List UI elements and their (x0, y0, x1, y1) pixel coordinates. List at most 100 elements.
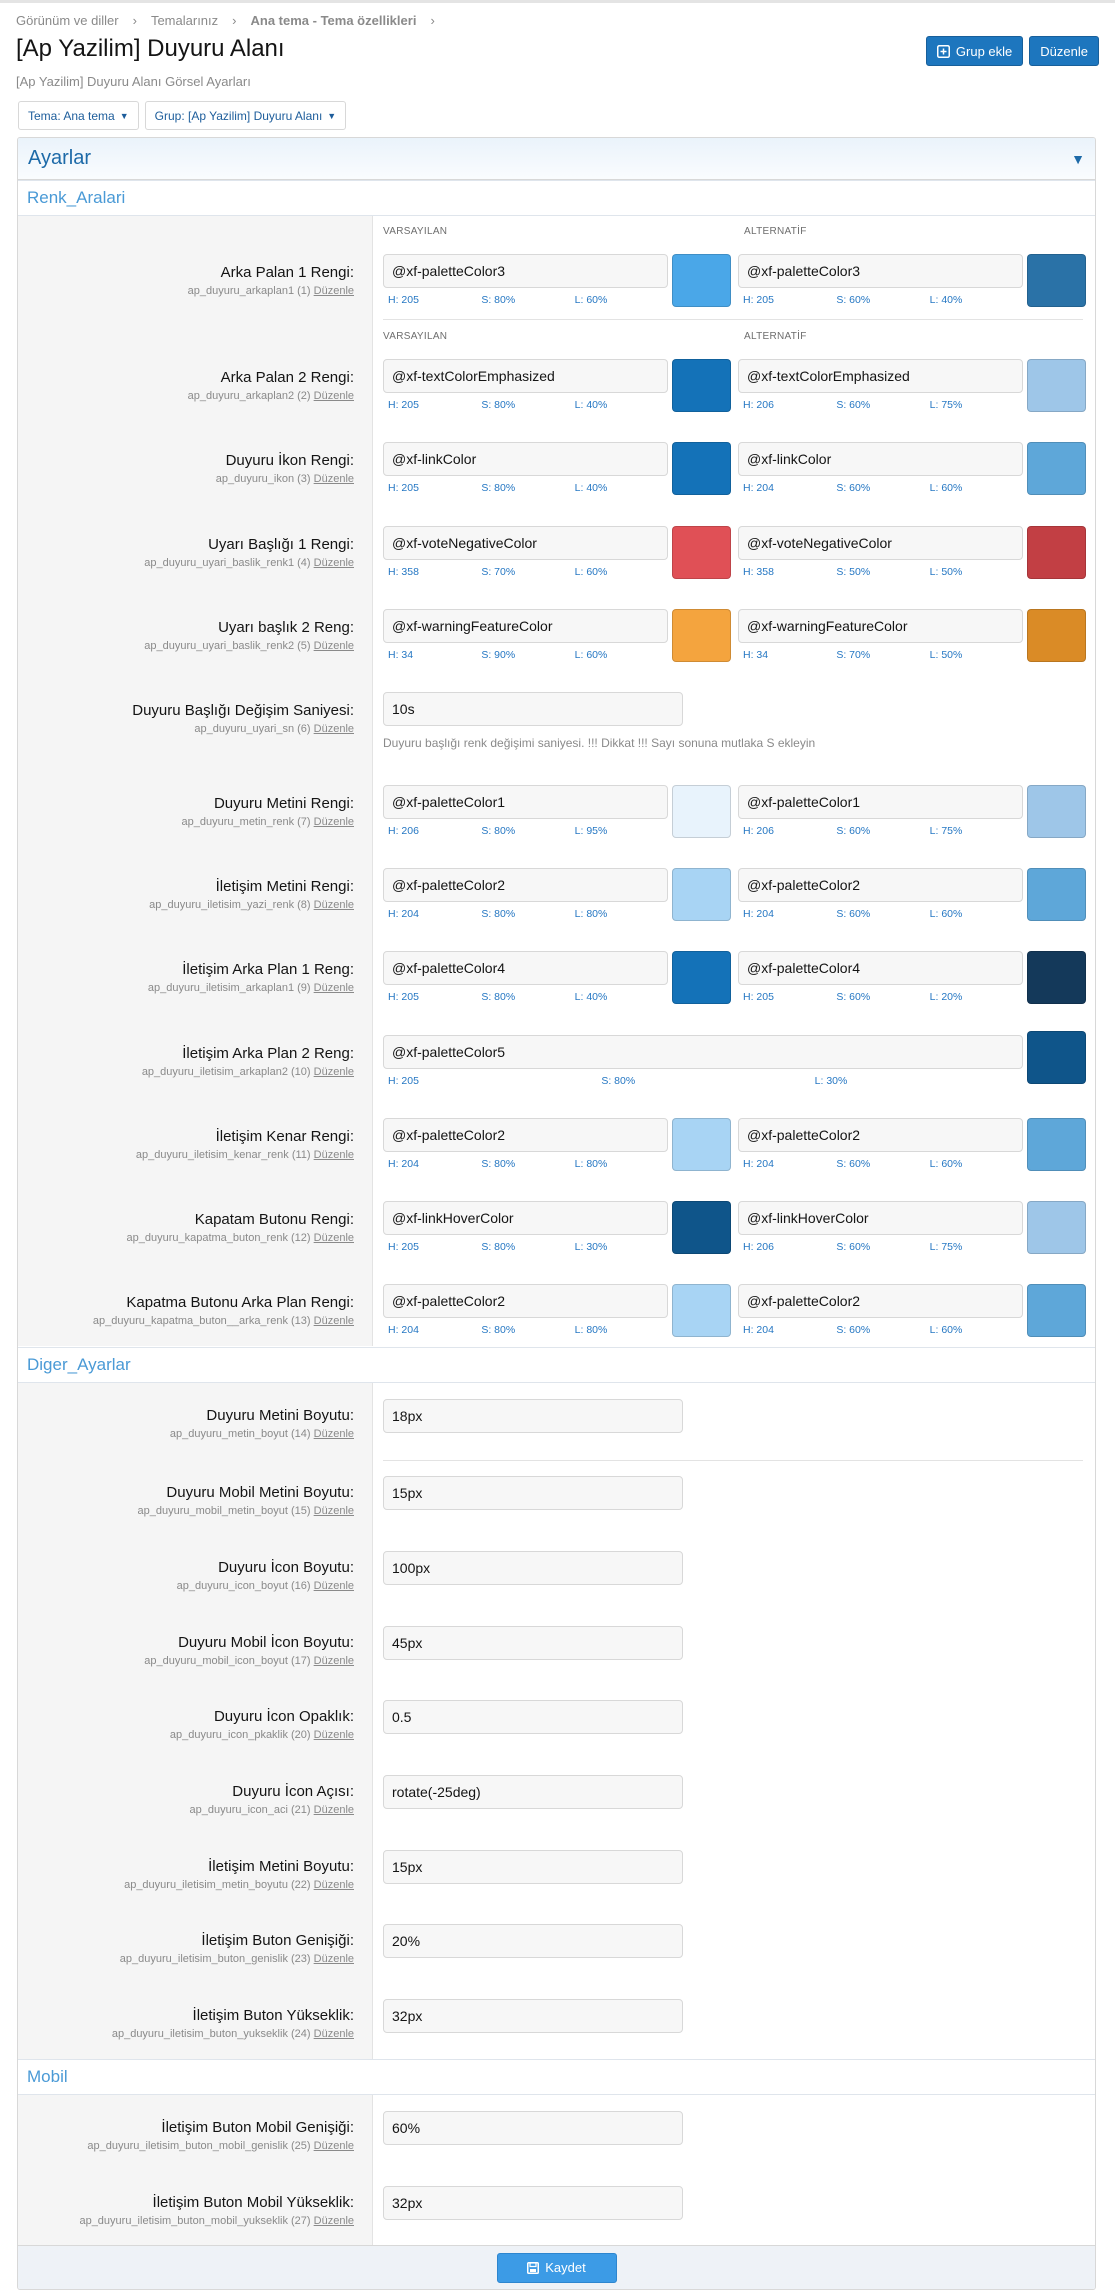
color-swatch-default[interactable] (672, 1284, 731, 1337)
edit-link[interactable]: Düzenle (313, 1428, 354, 1440)
color-input-default[interactable]: @xf-paletteColor2 (383, 868, 668, 902)
color-input-default[interactable]: @xf-paletteColor1 (383, 785, 668, 819)
edit-link[interactable]: Düzenle (313, 1804, 354, 1816)
color-input-alternate[interactable]: @xf-textColorEmphasized (738, 359, 1023, 393)
text-input[interactable]: 10s (383, 692, 683, 726)
text-input[interactable]: 60% (383, 2111, 683, 2145)
edit-link[interactable]: Düzenle (313, 473, 354, 485)
color-swatch-default[interactable] (672, 254, 731, 307)
color-swatch-alternate[interactable] (1027, 526, 1086, 579)
color-swatch-default[interactable] (672, 951, 731, 1004)
color-input-default[interactable]: @xf-paletteColor2 (383, 1284, 668, 1318)
color-swatch-alternate[interactable] (1027, 442, 1086, 495)
edit-link[interactable]: Düzenle (313, 1315, 354, 1327)
color-input-default[interactable]: @xf-paletteColor3 (383, 254, 668, 288)
edit-link[interactable]: Düzenle (313, 640, 354, 652)
edit-link[interactable]: Düzenle (313, 1655, 354, 1667)
text-input[interactable]: 18px (383, 1399, 683, 1433)
edit-link[interactable]: Düzenle (313, 1953, 354, 1965)
collapse-toggle-icon[interactable]: ▼ (1071, 150, 1085, 167)
breadcrumb-item[interactable]: Temalarınız (150, 13, 219, 28)
hsl-h-value: H: 206 (743, 1241, 774, 1253)
edit-button[interactable]: Düzenle (1029, 36, 1099, 66)
color-swatch-alternate[interactable] (1027, 1201, 1086, 1254)
text-input[interactable]: 45px (383, 1626, 683, 1660)
color-swatch-alternate[interactable] (1027, 868, 1086, 921)
color-swatch-alternate[interactable] (1027, 1118, 1086, 1171)
color-input-default[interactable]: @xf-voteNegativeColor (383, 526, 668, 560)
color-swatch-alternate[interactable] (1027, 1284, 1086, 1337)
hsl-s-value: S: 60% (836, 1241, 871, 1253)
text-input[interactable]: 15px (383, 1476, 683, 1510)
text-input[interactable]: rotate(-25deg) (383, 1775, 683, 1809)
edit-link[interactable]: Düzenle (313, 982, 354, 994)
text-input[interactable]: 100px (383, 1551, 683, 1585)
color-input-alternate[interactable]: @xf-paletteColor1 (738, 785, 1023, 819)
hsl-h-value: H: 205 (743, 991, 774, 1003)
color-input-alternate[interactable]: @xf-paletteColor3 (738, 254, 1023, 288)
edit-link[interactable]: Düzenle (313, 1149, 354, 1161)
color-input-default[interactable]: @xf-paletteColor2 (383, 1118, 668, 1152)
edit-link[interactable]: Düzenle (313, 2140, 354, 2152)
block-header[interactable]: Ayarlar ▼ (18, 138, 1095, 180)
color-input-alternate[interactable]: @xf-paletteColor2 (738, 1284, 1023, 1318)
color-swatch-alternate[interactable] (1027, 785, 1086, 838)
edit-link[interactable]: Düzenle (313, 1580, 354, 1592)
color-input-alternate[interactable]: @xf-voteNegativeColor (738, 526, 1023, 560)
edit-link[interactable]: Düzenle (313, 1879, 354, 1891)
color-input-default[interactable]: @xf-warningFeatureColor (383, 609, 668, 643)
edit-link[interactable]: Düzenle (313, 723, 354, 735)
hsl-h-value: H: 204 (743, 482, 774, 494)
setting-key: ap_duyuru_iletisim_buton_mobil_genislik … (87, 2140, 311, 2152)
edit-link[interactable]: Düzenle (313, 899, 354, 911)
color-swatch-default[interactable] (672, 1118, 731, 1171)
color-input-default[interactable]: @xf-linkColor (383, 442, 668, 476)
text-input[interactable]: 20% (383, 1924, 683, 1958)
color-input-alternate[interactable]: @xf-linkColor (738, 442, 1023, 476)
color-swatch-default[interactable] (672, 359, 731, 412)
group-filter[interactable]: Grup: [Ap Yazilim] Duyuru Alanı ▼ (144, 101, 347, 130)
color-input-alternate[interactable]: @xf-warningFeatureColor (738, 609, 1023, 643)
color-input-alternate[interactable]: @xf-linkHoverColor (738, 1201, 1023, 1235)
divider (383, 319, 1083, 320)
color-swatch-default[interactable] (672, 526, 731, 579)
color-swatch-alternate[interactable] (1027, 359, 1086, 412)
color-input-default[interactable]: @xf-paletteColor5 (383, 1035, 1023, 1069)
edit-link[interactable]: Düzenle (313, 285, 354, 297)
edit-link[interactable]: Düzenle (313, 390, 354, 402)
color-input-alternate[interactable]: @xf-paletteColor2 (738, 1118, 1023, 1152)
hsl-h-value: H: 204 (743, 908, 774, 920)
edit-link[interactable]: Düzenle (313, 1729, 354, 1741)
breadcrumb-item[interactable]: Ana tema - Tema özellikleri (250, 13, 417, 28)
text-input[interactable]: 32px (383, 2186, 683, 2220)
edit-link[interactable]: Düzenle (313, 2028, 354, 2040)
edit-link[interactable]: Düzenle (313, 1505, 354, 1517)
color-swatch-alternate[interactable] (1027, 951, 1086, 1004)
edit-link[interactable]: Düzenle (313, 2215, 354, 2227)
color-swatch-default[interactable] (1027, 1031, 1086, 1084)
text-input[interactable]: 32px (383, 1999, 683, 2033)
edit-link[interactable]: Düzenle (313, 557, 354, 569)
edit-link[interactable]: Düzenle (313, 1066, 354, 1078)
theme-filter[interactable]: Tema: Ana tema ▼ (18, 101, 139, 130)
color-swatch-default[interactable] (672, 1201, 731, 1254)
save-button[interactable]: Kaydet (496, 2252, 617, 2283)
breadcrumb-item[interactable]: Görünüm ve diller (16, 13, 119, 28)
color-swatch-default[interactable] (672, 609, 731, 662)
text-input[interactable]: 0.5 (383, 1700, 683, 1734)
edit-link[interactable]: Düzenle (313, 816, 354, 828)
color-input-default[interactable]: @xf-textColorEmphasized (383, 359, 668, 393)
text-input[interactable]: 15px (383, 1850, 683, 1884)
color-input-default[interactable]: @xf-paletteColor4 (383, 951, 668, 985)
add-group-button[interactable]: Grup ekle (925, 36, 1024, 66)
color-input-alternate[interactable]: @xf-paletteColor2 (738, 868, 1023, 902)
color-swatch-alternate[interactable] (1027, 254, 1086, 307)
edit-link[interactable]: Düzenle (313, 1232, 354, 1244)
color-swatch-default[interactable] (672, 868, 731, 921)
color-input-default[interactable]: @xf-linkHoverColor (383, 1201, 668, 1235)
color-swatch-default[interactable] (672, 785, 731, 838)
hsl-l-value: L: 40% (574, 399, 608, 411)
color-input-alternate[interactable]: @xf-paletteColor4 (738, 951, 1023, 985)
color-swatch-alternate[interactable] (1027, 609, 1086, 662)
color-swatch-default[interactable] (672, 442, 731, 495)
